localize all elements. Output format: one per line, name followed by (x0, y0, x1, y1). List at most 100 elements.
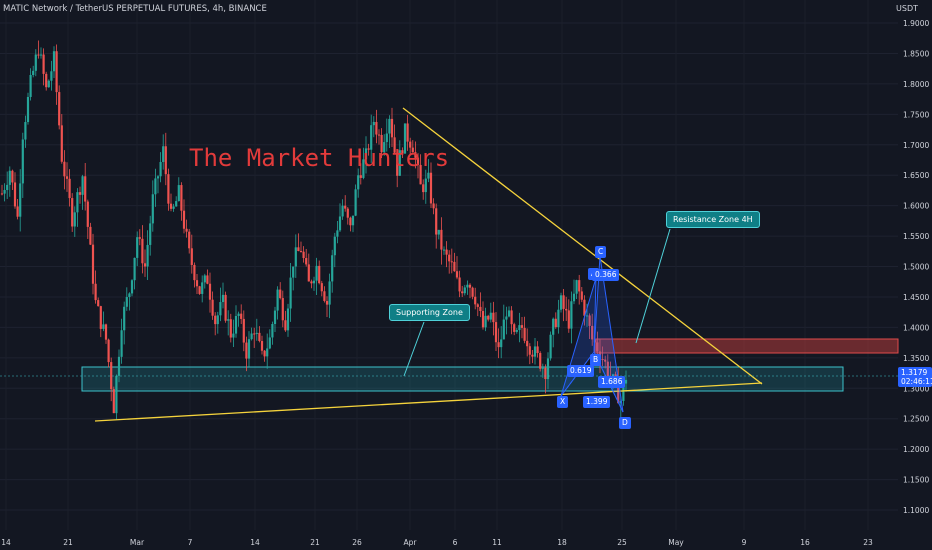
price-tick-label: 1.1000 (903, 506, 929, 515)
price-tick-label: 1.2000 (903, 445, 929, 454)
candle-body (510, 310, 513, 325)
resistance-zone-rect[interactable] (595, 338, 899, 354)
pattern-point-d[interactable]: D (619, 417, 631, 429)
candle-body (211, 299, 214, 316)
candle-body (565, 308, 568, 311)
supporting-zone-rect[interactable] (81, 366, 844, 392)
price-tick-label: 1.6000 (903, 202, 929, 211)
candle-body (146, 244, 149, 267)
candle-body (112, 389, 115, 414)
candle-body (481, 311, 485, 328)
time-tick-label: 21 (310, 538, 320, 547)
candle-body (99, 306, 102, 329)
candle-body (71, 198, 74, 227)
candle-body (180, 185, 183, 211)
time-tick-label: Apr (404, 538, 418, 547)
price-tick-label: 1.8000 (903, 80, 929, 89)
candle-body (338, 216, 342, 231)
candle-body (476, 304, 479, 307)
price-axis[interactable]: 1.9000 1.8500 1.8000 1.7500 1.7000 1.6500 1.60… (903, 19, 929, 515)
candle-body (357, 175, 360, 190)
candle-body (102, 324, 105, 329)
ascending-trendline[interactable] (94, 382, 763, 422)
candle-body (494, 322, 498, 343)
candle-body (416, 157, 420, 165)
candle-body (133, 257, 136, 281)
symbol-header: MATIC Network / TetherUS PERPETUAL FUTUR… (3, 4, 267, 14)
pattern-point-b[interactable]: B (590, 354, 602, 366)
candle-body (318, 265, 321, 284)
candle-body (349, 217, 352, 226)
candle-body (125, 297, 128, 307)
candle-body (26, 96, 30, 123)
candle-body (245, 342, 248, 359)
candle-body (419, 164, 422, 185)
candle-body (489, 312, 492, 320)
candle-body (500, 339, 503, 348)
candle-body (190, 248, 193, 265)
candle-body (47, 80, 50, 88)
candle-body (234, 315, 238, 334)
time-tick-label: 14 (250, 538, 260, 547)
candle-body (453, 261, 456, 272)
candle-body (110, 362, 113, 390)
candle-body (544, 367, 547, 380)
candle-body (575, 280, 578, 294)
price-tick-label: 1.1500 (903, 476, 929, 485)
resistance-zone-label[interactable]: Resistance Zone 4H (666, 211, 760, 228)
candle-body (427, 172, 430, 179)
candle-body (76, 192, 79, 213)
supporting-zone-label[interactable]: Supporting Zone (389, 304, 470, 321)
time-axis[interactable]: 14 21 Mar 7 14 21 26 Apr 6 11 18 25 May 9 16 23 (1, 538, 873, 547)
descending-trendline[interactable] (402, 107, 763, 385)
candle-body (198, 286, 201, 294)
candle-body (39, 54, 43, 56)
candle-body (520, 325, 524, 328)
candle-body (375, 121, 378, 135)
candle-body (305, 258, 308, 265)
candle-body (123, 306, 126, 331)
time-tick-label: 23 (863, 538, 873, 547)
candle-body (65, 176, 69, 179)
time-tick-label: 9 (742, 538, 747, 547)
candle-body (487, 315, 490, 320)
candle-body (154, 178, 157, 195)
candle-body (52, 51, 56, 72)
candle-body (286, 308, 290, 331)
candle-body (549, 334, 552, 359)
candle-body (331, 255, 334, 282)
candle-body (227, 319, 230, 321)
candle-body (448, 254, 451, 262)
candle-body (268, 337, 271, 349)
candle-body (294, 247, 297, 267)
candle-body (214, 315, 217, 325)
pattern-point-x[interactable]: X (557, 396, 569, 408)
candle-body (474, 296, 477, 305)
time-tick-label: 26 (352, 538, 362, 547)
candle-body (403, 123, 407, 154)
current-price-tag: 1.3179 02:46:11 (898, 367, 932, 387)
candle-body (523, 327, 526, 341)
candle-body (372, 121, 375, 126)
candle-body (60, 125, 63, 162)
candle-body (442, 249, 446, 251)
candle-body (362, 159, 365, 178)
candle-body (143, 263, 147, 267)
candle-body (136, 237, 139, 258)
candle-body (492, 312, 495, 323)
candle-body (297, 247, 300, 252)
candle-body (380, 134, 383, 153)
candle-body (367, 148, 370, 150)
candle-body (195, 280, 199, 287)
candle-body (45, 73, 48, 88)
pattern-point-c[interactable]: C (595, 246, 607, 258)
candle-body (292, 266, 295, 278)
price-tick-label: 1.7000 (903, 141, 929, 150)
candle-body (333, 236, 336, 256)
candle-body (320, 283, 323, 292)
candle-body (78, 192, 82, 195)
candle-body (377, 134, 381, 136)
candle-body (455, 271, 459, 278)
candle-body (224, 294, 227, 321)
